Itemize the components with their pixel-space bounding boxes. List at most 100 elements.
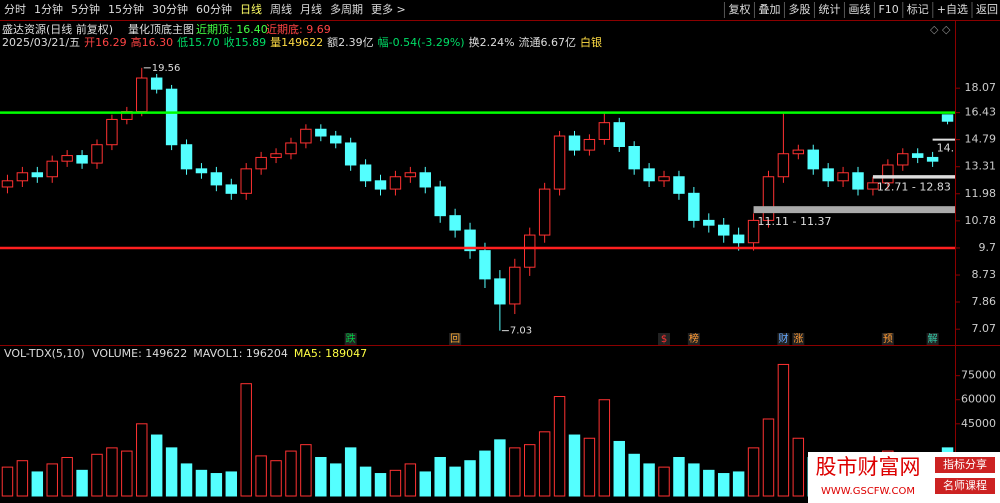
- volume-bar: [524, 444, 536, 497]
- event-badge[interactable]: $: [661, 334, 667, 345]
- candle-body: [300, 128, 312, 144]
- range-band: [932, 138, 955, 141]
- event-badge-bg: [344, 333, 357, 345]
- candle-body: [882, 164, 894, 184]
- volume-bar: [344, 447, 357, 497]
- candle-body: [330, 135, 342, 144]
- candle-body: [703, 219, 715, 226]
- candle-body: [255, 156, 267, 170]
- candle-body: [673, 176, 685, 194]
- volume-bar: [240, 383, 252, 497]
- volume-bar: [359, 466, 372, 497]
- toolbar-button[interactable]: 复权: [728, 2, 750, 16]
- volume-bar: [419, 471, 431, 497]
- toolbar-button[interactable]: 返回: [976, 3, 998, 16]
- toolbar-tab[interactable]: 5分钟: [71, 2, 100, 16]
- event-badge[interactable]: 跌: [346, 332, 356, 345]
- candle-body: [628, 145, 640, 170]
- toolbar-tab[interactable]: 分时: [4, 3, 26, 16]
- candle-body: [732, 234, 745, 244]
- event-badge[interactable]: 解: [928, 332, 938, 345]
- volume-bar: [509, 447, 521, 497]
- toolbar-tab[interactable]: 周线: [270, 2, 292, 16]
- event-badge-bg: [792, 333, 805, 345]
- candle-body: [195, 168, 208, 174]
- volume-bar: [165, 447, 178, 497]
- volume-bar: [703, 469, 715, 497]
- indicator-name[interactable]: 量化顶底主图: [128, 22, 194, 36]
- toolbar-button[interactable]: 叠加: [758, 3, 780, 16]
- toolbar-button[interactable]: 多股: [788, 2, 810, 16]
- toolbar-button[interactable]: 画线: [848, 2, 870, 16]
- candle-body: [822, 168, 834, 182]
- volume-bar: [180, 463, 193, 497]
- volume-bar: [494, 439, 506, 497]
- y-tick-label: 7.86: [972, 295, 997, 308]
- candle-body: [315, 128, 327, 137]
- event-badge[interactable]: 涨: [793, 333, 803, 345]
- toolbar-tab[interactable]: 日线: [240, 2, 262, 16]
- candle-body: [389, 176, 402, 190]
- toolbar-button[interactable]: 标记: [907, 2, 929, 16]
- vol-legend: MA5: 189047: [294, 347, 367, 360]
- candle-body: [374, 180, 387, 190]
- candle-body: [91, 144, 103, 164]
- candle-body: [598, 122, 611, 140]
- event-badge-bg: [658, 333, 671, 345]
- candle-body: [225, 184, 238, 194]
- candle-body: [16, 172, 29, 182]
- event-badge[interactable]: 预: [883, 333, 893, 345]
- volume-bar: [136, 423, 148, 497]
- vol-legend: MAVOL1: 196204: [193, 347, 288, 360]
- event-badge-bg: [881, 333, 894, 345]
- candle-body: [509, 266, 521, 305]
- volume-bar: [673, 456, 685, 497]
- candle-body: [494, 278, 506, 305]
- volume-bar: [374, 473, 387, 497]
- toolbar-tab[interactable]: 更多 >: [371, 2, 406, 16]
- toolbar-tab[interactable]: 多周期: [330, 2, 363, 16]
- candle-body: [434, 186, 446, 217]
- toolbar-tab[interactable]: 15分钟: [108, 2, 144, 16]
- volume-bar: [643, 463, 655, 497]
- y-tick-label: 7.07: [972, 322, 997, 335]
- volume-bar: [792, 437, 805, 497]
- event-badge[interactable]: 榜: [689, 332, 699, 345]
- toolbar-button[interactable]: F10: [878, 3, 898, 16]
- volume-bar: [389, 469, 402, 497]
- candle-body: [837, 172, 849, 182]
- volume-bar: [598, 399, 611, 497]
- volume-bar: [747, 447, 760, 497]
- toolbar-tab[interactable]: 60分钟: [196, 2, 232, 16]
- toolbar-tab[interactable]: 1分钟: [34, 2, 63, 16]
- quote-item: 换2.24%: [469, 35, 515, 49]
- candle-body: [210, 172, 223, 186]
- diamond: ◇ ◇: [930, 23, 951, 36]
- toolbar-button[interactable]: 统计: [818, 3, 840, 16]
- candle-body: [941, 114, 954, 122]
- range-band: [753, 206, 955, 214]
- volume-bar: [553, 396, 566, 497]
- range-label: 11.11 - 11.37: [758, 215, 832, 228]
- range-label: 14.: [937, 142, 955, 155]
- candle-body: [717, 224, 730, 236]
- volume-bar: [106, 447, 118, 497]
- candle-body: [852, 172, 864, 190]
- volume-bar: [613, 440, 625, 497]
- volume-bar: [628, 453, 640, 497]
- y-tick-label: 11.98: [965, 187, 997, 200]
- candle-body: [106, 118, 118, 146]
- candle-body: [464, 229, 476, 252]
- toolbar-tab[interactable]: 月线: [300, 2, 322, 16]
- volume-bar: [449, 466, 461, 497]
- toolbar-tab[interactable]: 30分钟: [152, 2, 188, 16]
- volume-bar: [150, 434, 163, 497]
- event-badge[interactable]: 回: [450, 333, 460, 345]
- toolbar-button[interactable]: +自选: [937, 3, 968, 16]
- candle-body: [479, 250, 491, 280]
- candle-body: [643, 168, 655, 182]
- recent-bottom: 近期底: 9.69: [266, 22, 331, 36]
- event-badge[interactable]: 财: [778, 332, 788, 345]
- candle-body: [61, 155, 73, 162]
